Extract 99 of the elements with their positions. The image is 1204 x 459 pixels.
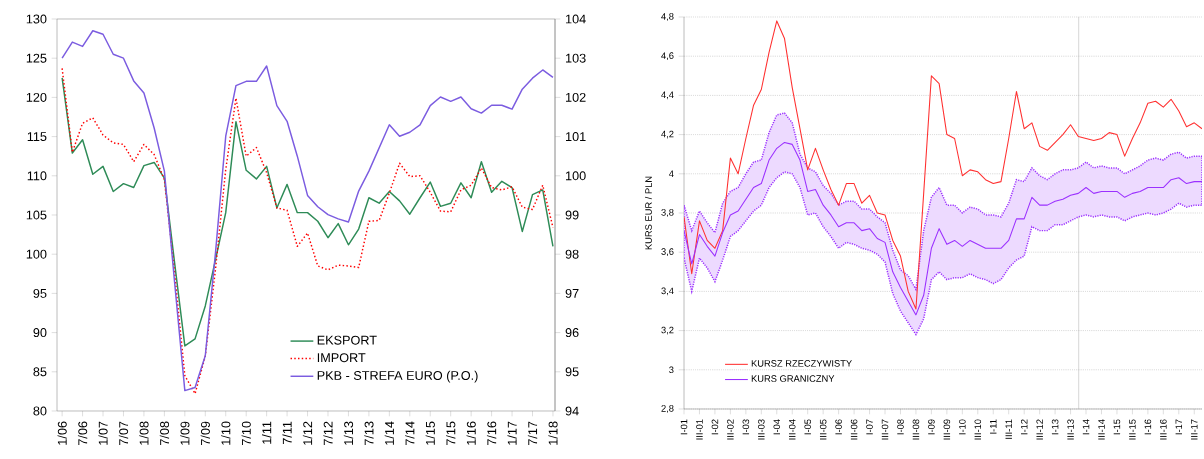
x-tick-label: 1/08 (139, 421, 149, 445)
x-tick-label: I-13 (1051, 419, 1059, 435)
y-tick-label: 85 (33, 367, 47, 377)
x-tick-label: 7/10 (241, 421, 251, 446)
y-axis-title: KURS EUR / PLN (644, 176, 652, 250)
legend-label: IMPORT (317, 353, 366, 363)
y-tick-label: 3 (669, 366, 674, 374)
y2-tick-label: 101 (566, 132, 586, 142)
y-tick-label: 100 (26, 249, 47, 259)
legend-label: EKSPORT (317, 335, 377, 345)
x-tick-label: III-06 (850, 419, 858, 440)
x-tick-label: III-01 (696, 419, 703, 440)
x-tick-label: 7/13 (364, 421, 374, 446)
y-tick-label: 4,6 (661, 52, 674, 61)
x-tick-label: I-02 (711, 419, 719, 435)
x-tick-label: 1/18 (548, 421, 558, 445)
x-tick-label: I-14 (1082, 419, 1090, 435)
x-tick-label: III-03 (758, 419, 765, 440)
y-tick-label: 4,4 (661, 91, 674, 100)
x-tick-label: 1/06 (57, 421, 67, 445)
y-tick-label: 3,8 (661, 209, 674, 217)
x-tick-label: I-17 (1175, 419, 1183, 435)
x-tick-label: 7/15 (446, 421, 456, 446)
x-tick-label: III-05 (819, 419, 827, 440)
y-tick-label: 3,4 (661, 287, 674, 296)
x-tick-label: I-16 (1144, 419, 1152, 435)
x-tick-label: III-09 (943, 419, 951, 440)
x-tick-label: I-12 (1020, 419, 1028, 435)
y2-tick-label: 103 (566, 53, 586, 63)
x-tick-label: III-10 (974, 419, 982, 440)
legend-label: KURS GRANICZNY (751, 375, 835, 382)
y2-tick-label: 94 (565, 406, 579, 416)
x-tick-label: 7/09 (200, 421, 210, 446)
x-tick-label: III-07 (881, 419, 889, 440)
y-tick-label: 80 (33, 406, 47, 416)
y2-tick-label: 104 (566, 14, 586, 24)
line-series (61, 77, 554, 347)
x-tick-label: 1/13 (343, 421, 354, 445)
y2-tick-label: 99 (565, 210, 579, 220)
y-tick-label: 4 (668, 170, 674, 177)
x-tick-label: 7/16 (486, 421, 497, 446)
x-tick-label: 1/14 (384, 421, 394, 445)
x-tick-label: 1/07 (98, 421, 108, 445)
x-tick-label: 7/08 (159, 421, 170, 446)
x-tick-label: 7/06 (77, 421, 88, 446)
x-tick-label: III-16 (1160, 419, 1167, 440)
x-tick-label: III-11 (1005, 419, 1012, 439)
x-tick-label: I-09 (928, 419, 935, 435)
x-tick-label: III-02 (727, 419, 734, 440)
x-tick-label: III-12 (1036, 419, 1043, 440)
y-tick-label: 3,6 (661, 248, 674, 257)
x-tick-label: I-10 (959, 419, 966, 435)
x-tick-label: I-08 (897, 419, 904, 435)
y2-tick-label: 97 (565, 288, 579, 298)
x-tick-label: 1/12 (302, 421, 313, 445)
y2-tick-label: 96 (565, 328, 579, 338)
y-tick-label: 90 (33, 328, 47, 338)
y-tick-label: 120 (26, 92, 47, 102)
x-tick-label: 7/12 (323, 421, 333, 446)
x-tick-label: 7/17 (527, 421, 538, 446)
x-tick-label: III-15 (1129, 419, 1136, 440)
x-tick-label: III-08 (912, 419, 920, 440)
y-tick-label: 4,2 (661, 130, 674, 139)
y-tick-label: 105 (26, 210, 47, 220)
x-tick-label: 1/16 (466, 421, 476, 445)
x-tick-label: I-06 (835, 419, 842, 435)
x-tick-label: 7/11 (282, 421, 292, 445)
x-tick-label: I-05 (804, 419, 811, 435)
y-tick-label: 2,8 (661, 405, 674, 413)
y2-tick-label: 95 (565, 367, 579, 377)
y-tick-label: 125 (26, 53, 47, 63)
y-tick-label: 95 (33, 288, 47, 298)
x-tick-label: 1/09 (180, 421, 190, 445)
x-tick-label: 1/17 (507, 421, 517, 445)
y-tick-label: 115 (27, 132, 47, 142)
y-tick-label: 3,2 (661, 326, 674, 335)
x-tick-label: III-13 (1067, 419, 1074, 440)
x-tick-label: I-01 (680, 419, 688, 435)
y2-tick-label: 98 (565, 249, 579, 259)
legend-label: KURSZ RZECZYWISTY (751, 360, 852, 367)
x-tick-label: III-04 (788, 419, 796, 440)
y-tick-label: 130 (26, 14, 47, 24)
x-tick-label: I-15 (1113, 419, 1121, 435)
x-tick-label: 1/15 (425, 421, 435, 445)
x-tick-label: III-14 (1098, 419, 1105, 440)
x-tick-label: I-11 (990, 419, 997, 434)
y-tick-label: 4,8 (661, 13, 674, 21)
x-tick-label: 1/10 (221, 421, 231, 445)
y2-tick-label: 102 (566, 92, 586, 102)
x-tick-label: III-17 (1191, 419, 1198, 440)
y-tick-label: 110 (27, 171, 47, 181)
x-tick-label: I-03 (742, 419, 750, 435)
x-tick-label: 7/14 (405, 421, 415, 446)
x-tick-label: I-07 (866, 419, 873, 435)
y2-tick-label: 100 (566, 171, 586, 181)
x-tick-label: I-04 (773, 419, 781, 435)
x-tick-label: 7/07 (118, 421, 129, 446)
legend-label: PKB - STREFA EURO (P.O.) (317, 370, 478, 383)
x-tick-label: 1/11 (261, 421, 272, 444)
